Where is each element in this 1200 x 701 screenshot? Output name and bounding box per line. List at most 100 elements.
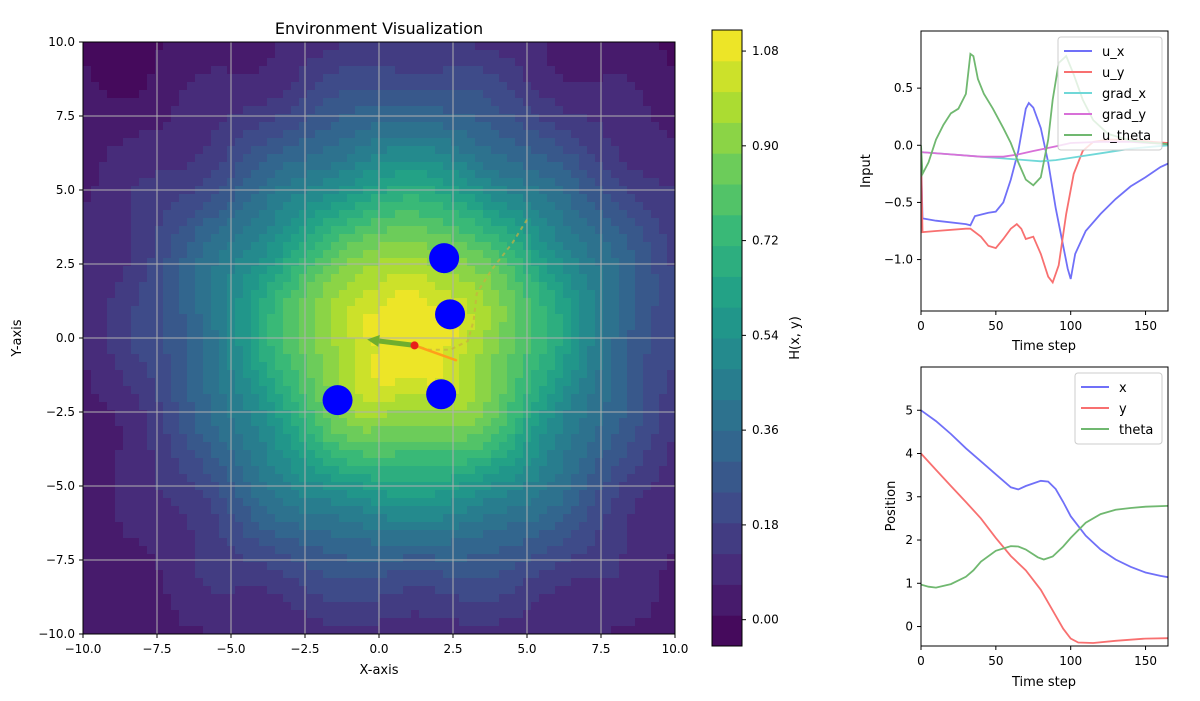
field-cell xyxy=(547,82,556,91)
field-cell xyxy=(531,234,540,243)
field-cell xyxy=(283,442,292,451)
field-cell xyxy=(363,330,372,339)
field-cell xyxy=(571,306,580,315)
field-cell xyxy=(323,498,332,507)
field-cell xyxy=(563,82,572,91)
field-cell xyxy=(619,290,628,299)
field-cell xyxy=(475,498,484,507)
field-cell xyxy=(579,266,588,275)
field-cell xyxy=(555,122,564,131)
field-cell xyxy=(379,346,388,355)
field-cell xyxy=(179,514,188,523)
field-cell xyxy=(515,82,524,91)
field-cell xyxy=(403,498,412,507)
field-cell xyxy=(443,474,452,483)
field-cell xyxy=(219,98,228,107)
field-cell xyxy=(427,162,436,171)
field-cell xyxy=(547,570,556,579)
field-cell xyxy=(251,466,260,475)
field-cell xyxy=(99,434,108,443)
field-cell xyxy=(555,298,564,307)
field-cell xyxy=(315,530,324,539)
field-cell xyxy=(611,42,620,51)
field-cell xyxy=(243,202,252,211)
field-cell xyxy=(451,362,460,371)
field-cell xyxy=(203,498,212,507)
field-cell xyxy=(347,626,356,634)
field-cell xyxy=(531,146,540,155)
field-cell xyxy=(131,298,140,307)
field-cell xyxy=(99,346,108,355)
field-cell xyxy=(83,610,92,619)
field-cell xyxy=(467,506,476,515)
field-cell xyxy=(411,546,420,555)
field-cell xyxy=(363,146,372,155)
field-cell xyxy=(251,226,260,235)
field-cell xyxy=(163,122,172,131)
field-cell xyxy=(139,250,148,259)
field-cell xyxy=(291,410,300,419)
field-cell xyxy=(427,274,436,283)
field-cell xyxy=(571,602,580,611)
field-cell xyxy=(91,450,100,459)
field-cell xyxy=(595,114,604,123)
field-cell xyxy=(163,450,172,459)
field-cell xyxy=(123,234,132,243)
field-cell xyxy=(219,490,228,499)
field-cell xyxy=(507,562,516,571)
field-cell xyxy=(179,402,188,411)
field-cell xyxy=(235,458,244,467)
field-cell xyxy=(99,42,108,51)
field-cell xyxy=(267,418,276,427)
field-cell xyxy=(139,562,148,571)
field-cell xyxy=(307,266,316,275)
field-cell xyxy=(603,418,612,427)
field-cell xyxy=(387,578,396,587)
field-cell xyxy=(235,266,244,275)
field-cell xyxy=(267,114,276,123)
field-cell xyxy=(411,346,420,355)
field-cell xyxy=(275,338,284,347)
field-cell xyxy=(571,530,580,539)
field-cell xyxy=(379,234,388,243)
field-cell xyxy=(355,58,364,67)
field-cell xyxy=(243,298,252,307)
field-cell xyxy=(347,114,356,123)
field-cell xyxy=(315,170,324,179)
field-cell xyxy=(395,82,404,91)
field-cell xyxy=(603,562,612,571)
field-cell xyxy=(531,98,540,107)
field-cell xyxy=(387,146,396,155)
field-cell xyxy=(499,586,508,595)
field-cell xyxy=(571,474,580,483)
field-cell xyxy=(483,586,492,595)
field-cell xyxy=(83,170,92,179)
field-cell xyxy=(203,602,212,611)
field-cell xyxy=(403,42,412,51)
field-cell xyxy=(371,570,380,579)
field-cell xyxy=(531,114,540,123)
field-cell xyxy=(443,66,452,75)
field-cell xyxy=(219,402,228,411)
field-cell xyxy=(163,250,172,259)
field-cell xyxy=(315,578,324,587)
field-cell xyxy=(347,370,356,379)
field-cell xyxy=(211,378,220,387)
field-cell xyxy=(451,530,460,539)
field-cell xyxy=(147,290,156,299)
field-cell xyxy=(371,210,380,219)
field-cell xyxy=(267,234,276,243)
field-cell xyxy=(339,330,348,339)
field-cell xyxy=(339,74,348,83)
field-cell xyxy=(347,458,356,467)
field-cell xyxy=(179,618,188,627)
field-cell xyxy=(595,170,604,179)
field-cell xyxy=(155,282,164,291)
field-cell xyxy=(203,426,212,435)
field-cell xyxy=(91,410,100,419)
field-cell xyxy=(547,458,556,467)
field-cell xyxy=(587,386,596,395)
field-cell xyxy=(459,466,468,475)
field-cell xyxy=(555,354,564,363)
field-cell xyxy=(427,410,436,419)
